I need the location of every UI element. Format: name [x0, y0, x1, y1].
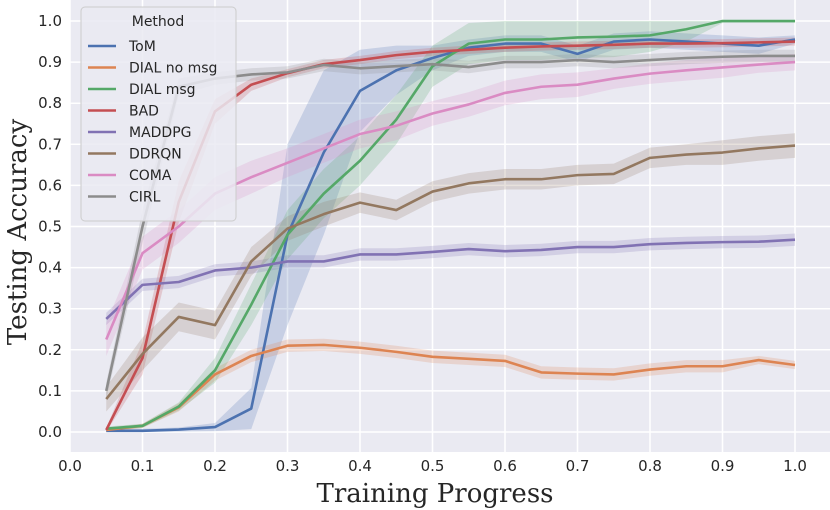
- legend-label-dial-no-msg: DIAL no msg: [129, 61, 217, 77]
- legend-label-ddrqn: DDRQN: [129, 147, 182, 163]
- legend-label-cirl: CIRL: [129, 190, 161, 206]
- x-tick-label: 0.0: [58, 457, 82, 475]
- y-tick-label: 0.4: [38, 259, 62, 277]
- y-tick-label: 1.0: [38, 12, 62, 30]
- y-tick-label: 0.2: [38, 341, 62, 359]
- x-tick-label: 0.9: [711, 457, 735, 475]
- x-tick-label: 0.4: [348, 457, 372, 475]
- legend-label-coma: COMA: [129, 168, 172, 184]
- tick-labels: 0.0 0.1 0.2 0.3 0.4 0.5 0.6 0.7 0.8 0.9 1.0 0.0 0.1 0…: [38, 12, 807, 475]
- legend-label-tom: ToM: [128, 39, 156, 55]
- y-tick-label: 0.6: [38, 176, 62, 194]
- legend-box: [80, 6, 237, 222]
- x-tick-label: 0.6: [493, 457, 517, 475]
- x-tick-label: 0.1: [131, 457, 155, 475]
- y-tick-label: 0.1: [38, 382, 62, 400]
- line-dial-msg: [106, 19, 795, 431]
- line-tom: [106, 38, 796, 433]
- y-tick-label: 0.5: [38, 218, 62, 236]
- x-tick-label: 0.8: [638, 457, 662, 475]
- x-axis-label: Training Progress: [316, 479, 553, 509]
- legend-items: ToM DIAL no msg DIAL msg BAD MADDPG DDRQN COMA…: [88, 39, 217, 206]
- y-tick-label: 0.3: [38, 300, 62, 318]
- y-axis-label: Testing Accuracy: [3, 119, 33, 346]
- y-tick-label: 0.7: [38, 135, 62, 153]
- band-tom: [106, 31, 795, 433]
- x-tick-label: 1.0: [783, 457, 807, 475]
- band-coma: [106, 53, 795, 356]
- x-tick-label: 0.3: [276, 457, 300, 475]
- legend-label-dial-msg: DIAL msg: [129, 82, 196, 98]
- x-tick-label: 0.7: [566, 457, 590, 475]
- y-tick-label: 0.8: [38, 94, 62, 112]
- legend-title: Method: [132, 14, 185, 30]
- y-tick-label: 0.9: [38, 53, 62, 71]
- legend: Method ToM DIAL no msg DIAL msg BAD MADDPG DD…: [80, 6, 237, 222]
- line-dial-no-msg: [106, 343, 796, 432]
- line-ddrqn: [105, 144, 796, 400]
- x-tick-label: 0.2: [203, 457, 227, 475]
- legend-label-maddpg: MADDPG: [129, 125, 192, 141]
- x-tick-label: 0.5: [421, 457, 445, 475]
- legend-label-bad: BAD: [129, 104, 159, 120]
- y-tick-label: 0.0: [38, 423, 62, 441]
- line-maddpg: [105, 238, 796, 320]
